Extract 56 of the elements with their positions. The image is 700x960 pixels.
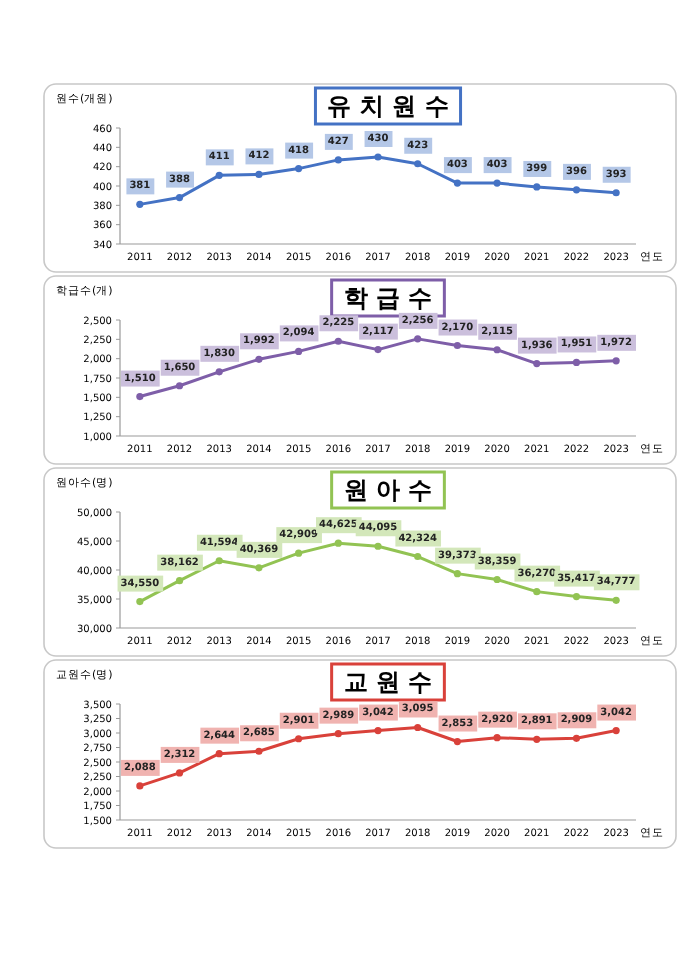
point: [572, 358, 581, 367]
point: [493, 346, 501, 354]
chart-title: 교 원 수: [343, 668, 433, 696]
chart-title: 원 아 수: [343, 476, 433, 504]
point: [136, 392, 144, 401]
point: [612, 357, 620, 365]
point: [175, 769, 184, 777]
point: [493, 575, 501, 584]
point: [414, 335, 422, 343]
point: [255, 355, 263, 363]
point: [136, 598, 144, 606]
point: [295, 347, 303, 355]
point: [414, 723, 422, 732]
point: [572, 592, 581, 601]
point: [453, 570, 461, 578]
point: [612, 189, 620, 197]
point: [295, 735, 303, 743]
point: [215, 750, 223, 758]
point: [533, 183, 541, 191]
point: [136, 200, 144, 208]
point: [493, 179, 501, 187]
point: [295, 165, 303, 173]
point: [255, 170, 263, 178]
point: [533, 360, 541, 368]
point: [453, 341, 461, 350]
point: [374, 346, 382, 354]
point: [295, 549, 303, 557]
point: [374, 726, 382, 735]
point: [453, 737, 461, 746]
point: [334, 156, 342, 164]
point: [334, 730, 342, 738]
point: [136, 782, 144, 790]
point: [572, 186, 581, 194]
chart-title: 유 치 원 수: [327, 92, 449, 120]
point: [453, 179, 461, 187]
point: [215, 171, 223, 179]
point: [215, 368, 223, 376]
point: [533, 588, 541, 596]
point: [572, 734, 581, 742]
point: [334, 539, 342, 547]
point: [255, 564, 263, 572]
point: [334, 337, 342, 345]
point: [493, 734, 501, 742]
point: [612, 596, 620, 604]
point: [374, 542, 382, 550]
point: [414, 160, 422, 168]
point: [255, 747, 263, 755]
point: [374, 153, 382, 161]
point: [414, 552, 422, 561]
point: [175, 577, 184, 585]
chart-title: 학 급 수: [343, 284, 433, 312]
point: [175, 194, 184, 202]
point: [533, 735, 541, 743]
point: [612, 726, 620, 735]
point: [215, 557, 223, 565]
point: [175, 382, 184, 390]
